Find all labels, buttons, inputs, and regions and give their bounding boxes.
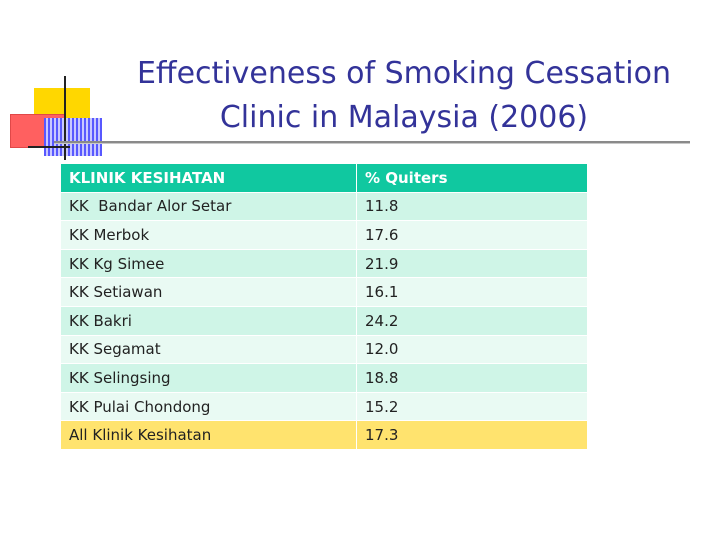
total-label-cell: All Klinik Kesihatan [60, 420, 357, 450]
quit-rate-cell: 15.2 [356, 391, 588, 422]
title-divider [54, 141, 690, 144]
quit-rate-cell: 16.1 [356, 277, 588, 307]
quit-rate-cell: 21.9 [356, 248, 588, 279]
table-row: KK Pulai Chondong 15.2 [60, 391, 588, 422]
clinic-name-cell: KK Setiawan [60, 277, 357, 307]
total-value-cell: 17.3 [356, 420, 588, 450]
clinic-name-cell: KK Bandar Alor Setar [60, 191, 357, 222]
table-row: KK Setiawan 16.1 [60, 277, 588, 307]
quit-rate-cell: 12.0 [356, 334, 588, 365]
table-total-row: All Klinik Kesihatan 17.3 [60, 420, 588, 450]
clinic-name-cell: KK Merbok [60, 220, 357, 250]
clinic-name-cell: KK Segamat [60, 334, 357, 365]
clinic-name-cell: KK Pulai Chondong [60, 391, 357, 422]
decor-vertical-line [64, 76, 66, 160]
table-row: KK Merbok 17.6 [60, 220, 588, 250]
quit-rate-cell: 11.8 [356, 191, 588, 222]
clinic-name-cell: KK Selingsing [60, 363, 357, 393]
quit-rate-cell: 24.2 [356, 305, 588, 336]
clinic-name-cell: KK Kg Simee [60, 248, 357, 279]
slide-title: Effectiveness of Smoking Cessation Clini… [104, 52, 704, 140]
header-clinic: KLINIK KESIHATAN [60, 163, 357, 193]
quit-rate-cell: 18.8 [356, 363, 588, 393]
table-row: KK Selingsing 18.8 [60, 363, 588, 393]
decor-blue-striped-square [44, 118, 102, 156]
table-row: KK Kg Simee 21.9 [60, 248, 588, 279]
clinic-name-cell: KK Bakri [60, 305, 357, 336]
quit-rate-cell: 17.6 [356, 220, 588, 250]
slide-title-line-2: Clinic in Malaysia (2006) [219, 100, 589, 135]
table-header-row: KLINIK KESIHATAN % Quiters [60, 163, 588, 193]
decor-horizontal-line [28, 146, 70, 148]
table-row: KK Bakri 24.2 [60, 305, 588, 336]
quit-rate-table: KLINIK KESIHATAN % Quiters KK Bandar Alo… [60, 163, 588, 450]
table-row: KK Segamat 12.0 [60, 334, 588, 365]
table-row: KK Bandar Alor Setar 11.8 [60, 191, 588, 222]
slide-title-line-1: Effectiveness of Smoking Cessation [136, 56, 672, 91]
header-quitters: % Quiters [356, 163, 588, 193]
